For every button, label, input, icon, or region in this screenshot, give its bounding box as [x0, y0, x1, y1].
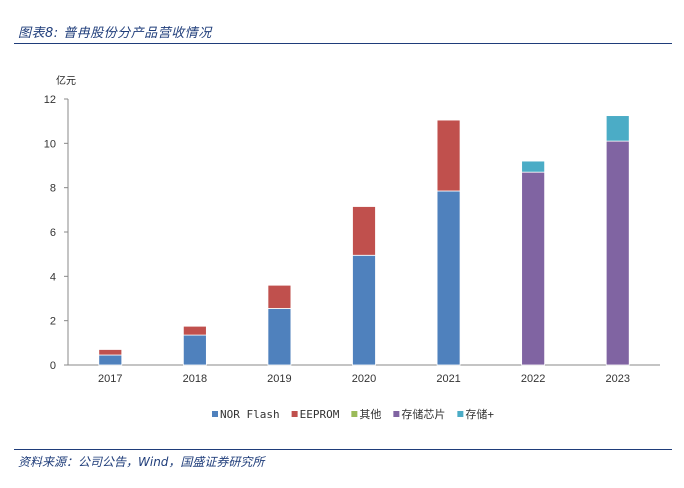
x-tick-label: 2017	[98, 373, 122, 385]
bars	[98, 115, 630, 366]
legend-label: 其他	[359, 408, 381, 421]
bar-segment	[436, 119, 461, 192]
bar-segment	[521, 171, 546, 366]
bar-segment	[352, 254, 376, 366]
legend-swatch	[351, 411, 358, 417]
legend-label: EEPROM	[300, 408, 340, 421]
y-tick-label: 6	[50, 227, 56, 239]
x-tick-label: 2019	[267, 373, 291, 385]
legend-swatch	[393, 411, 400, 417]
bar-segment	[182, 325, 207, 336]
bar-segment	[182, 334, 207, 366]
legend-swatch	[291, 411, 298, 417]
bar-segment	[605, 140, 630, 366]
title-rule	[14, 43, 672, 44]
bar-segment	[352, 206, 376, 256]
x-tick-label: 2023	[605, 373, 629, 385]
y-tick-label: 10	[44, 138, 56, 150]
bar-segment	[267, 308, 292, 366]
bar-segment	[98, 354, 123, 366]
y-unit-label: 亿元	[56, 74, 76, 87]
bar-segment	[605, 115, 630, 142]
legend-label: 存储芯片	[401, 407, 445, 421]
y-tick-label: 2	[50, 316, 56, 328]
y-tick-label: 0	[50, 360, 56, 372]
y-tick-label: 12	[44, 94, 56, 106]
x-tick-label: 2020	[352, 373, 376, 385]
x-tick-label: 2022	[521, 373, 545, 385]
bar-segment	[436, 190, 461, 366]
bar-segment	[267, 284, 292, 309]
x-axis: 2017 2018 2019 2020 2021 2022 2023	[68, 364, 660, 385]
x-tick-label: 2018	[183, 373, 207, 385]
bar-segment	[98, 349, 123, 356]
x-tick-label: 2021	[436, 373, 460, 385]
bar-segment	[521, 160, 546, 173]
source-rule	[14, 449, 672, 450]
y-tick-label: 4	[50, 271, 56, 283]
figure-title: 图表8: 普冉股份分产品营收情况	[18, 26, 212, 41]
legend-label: 存储+	[465, 407, 494, 421]
y-axis: 0 2 4 6 8 10 12	[44, 94, 69, 372]
legend: NOR Flash EEPROM 其他 存储芯片 存储+	[212, 407, 494, 421]
legend-swatch	[212, 411, 218, 417]
legend-label: NOR Flash	[220, 408, 280, 421]
legend-swatch	[457, 411, 464, 417]
y-tick-label: 8	[50, 183, 56, 195]
source-note: 资料来源：公司公告，Wind，国盛证券研究所	[18, 455, 265, 469]
